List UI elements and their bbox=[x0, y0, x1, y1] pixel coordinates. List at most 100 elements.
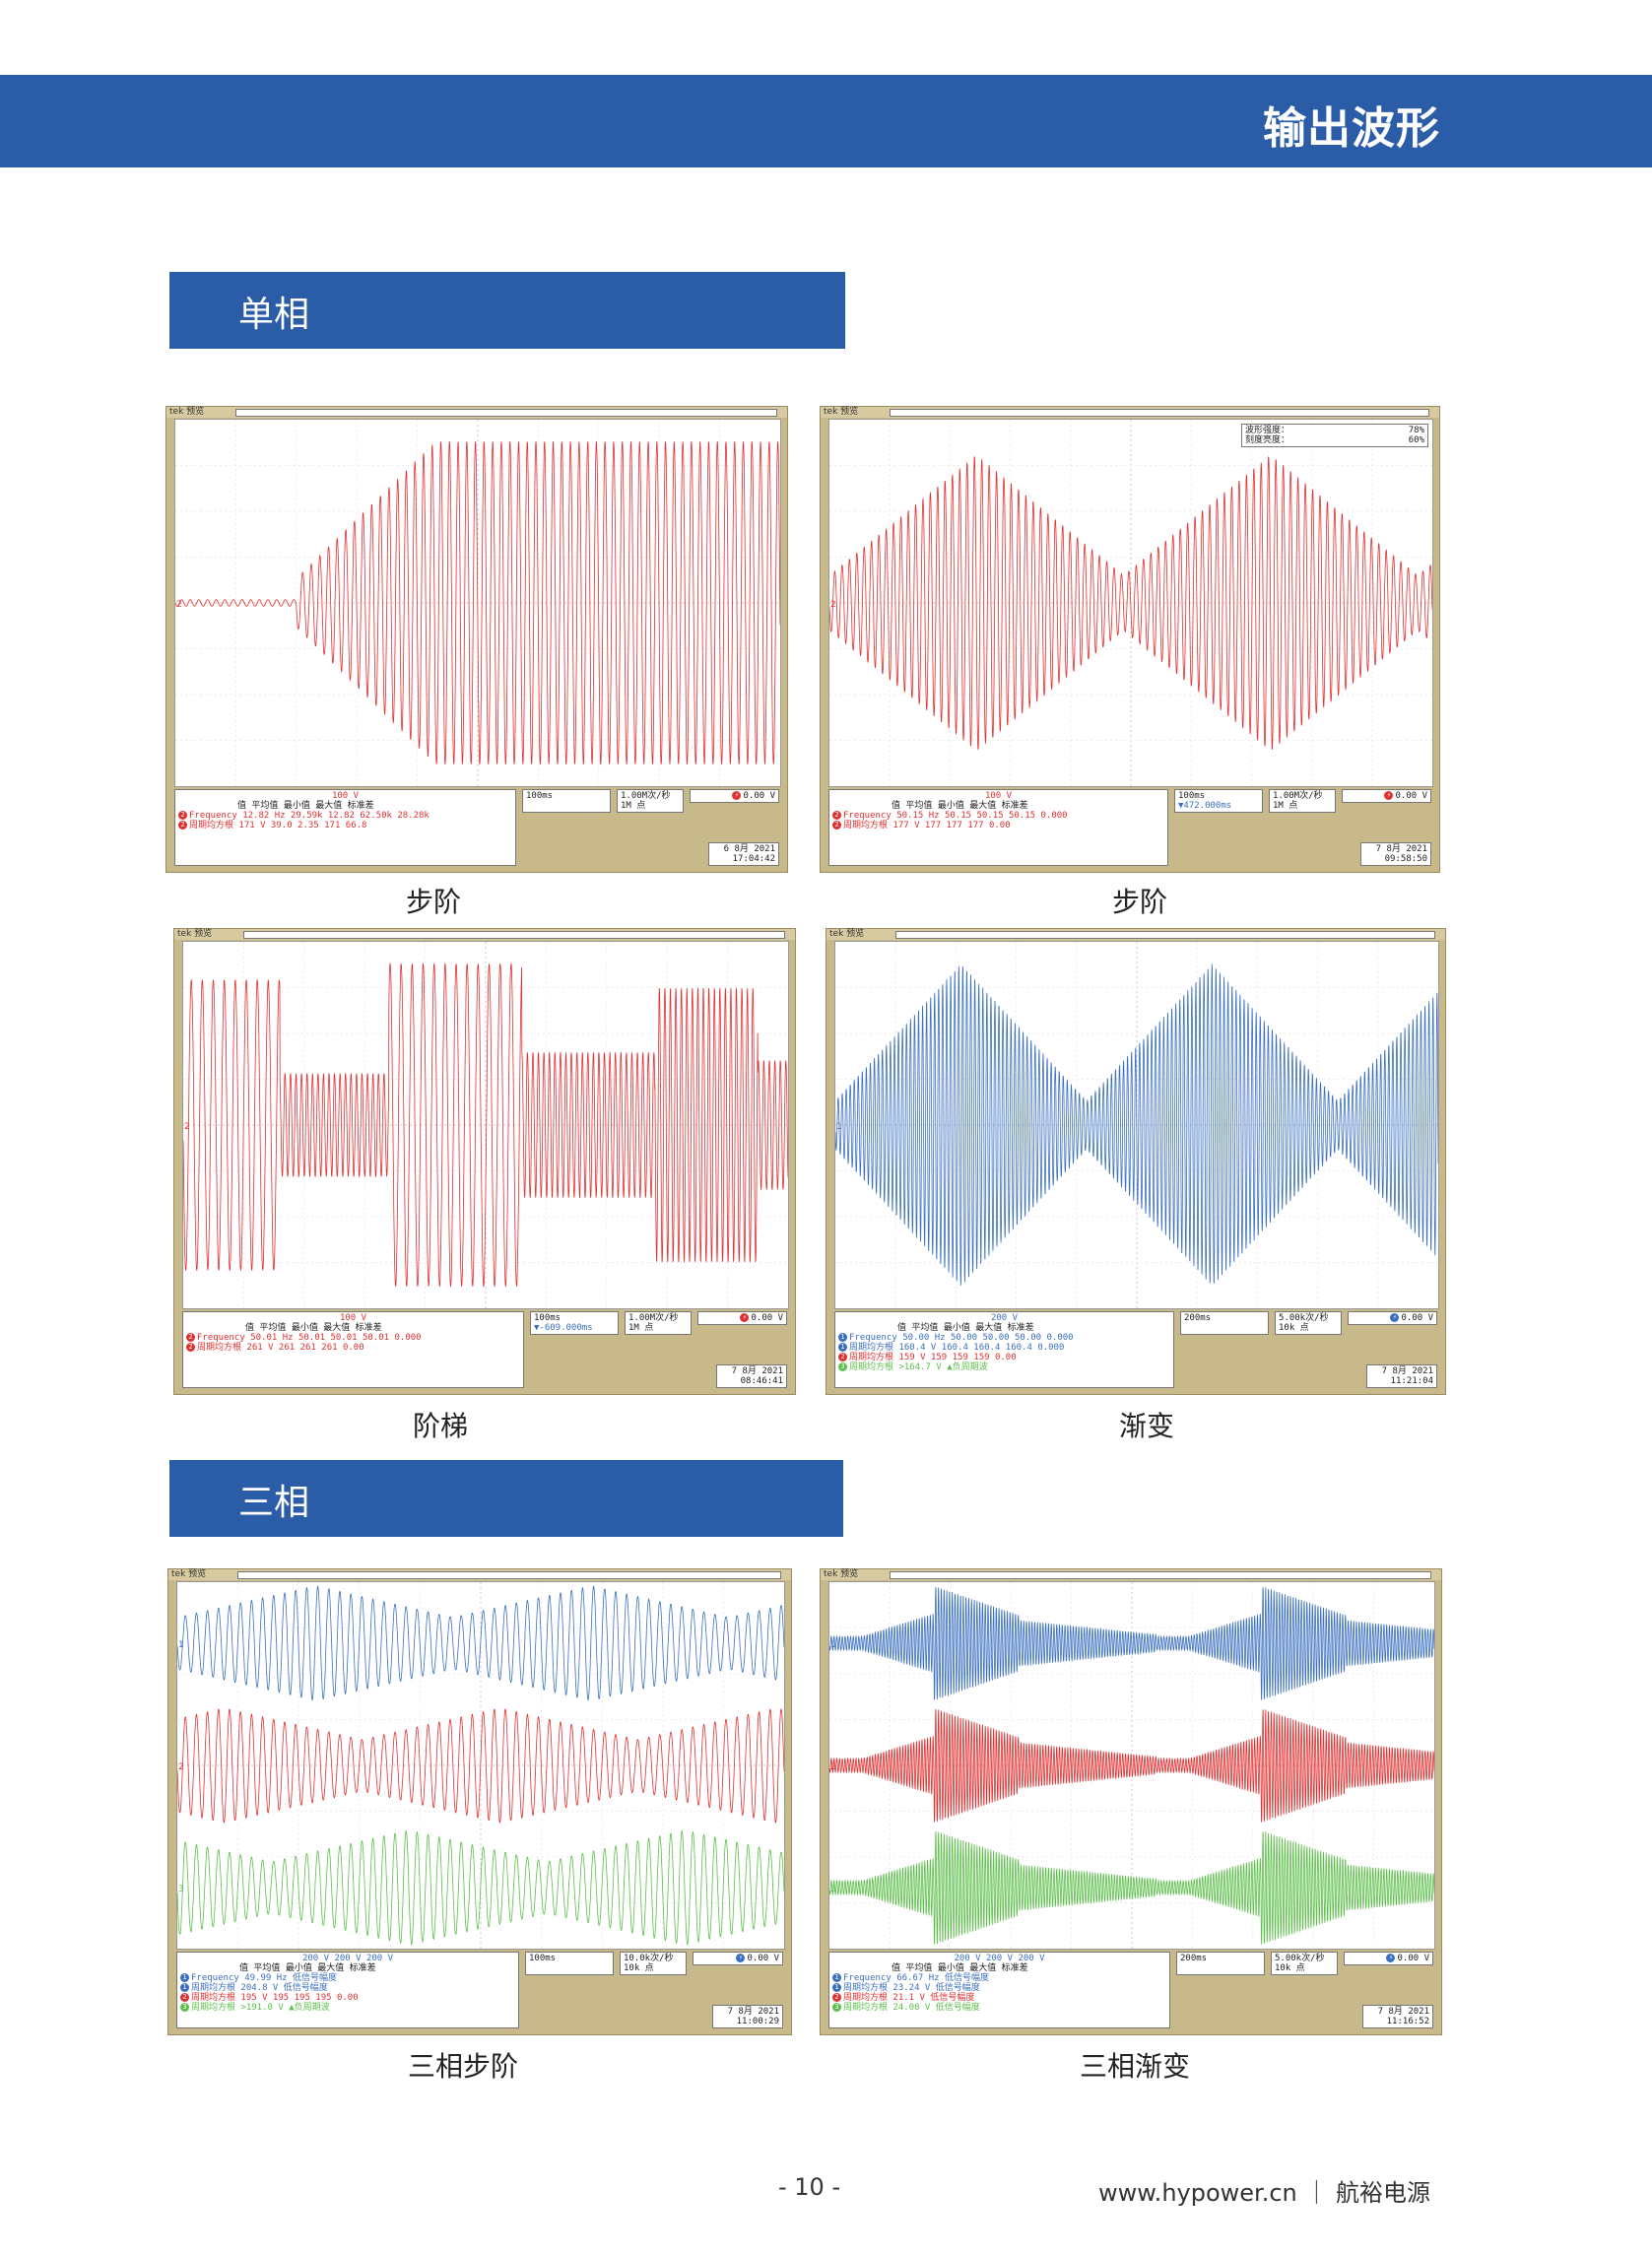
measurement-name: 周期均方根 bbox=[191, 1983, 241, 1993]
scope-top-strip: tek 预览 bbox=[174, 929, 795, 940]
timebase-panel[interactable]: 200ms bbox=[1180, 1311, 1269, 1335]
acquisition-panel[interactable]: 5.00k次/秒 10k 点 bbox=[1271, 1952, 1338, 1975]
waveform-canvas: 1 2 3 bbox=[177, 1582, 784, 1949]
measurement-header: 值 平均值 最小值 最大值 标准差 bbox=[245, 1323, 382, 1333]
channel-scale-label: 200 V 200 V 200 V bbox=[954, 1954, 1045, 1963]
channel-badge: 1 bbox=[180, 1983, 189, 1992]
channel-marker: 3 bbox=[178, 1885, 184, 1894]
section-three-label: 三相 bbox=[238, 1483, 310, 1523]
channel-marker: 2 bbox=[830, 600, 836, 610]
channel-badge: 2 bbox=[180, 1993, 189, 2002]
measurement-row: 3 周期均方根 24.08 V 低信号幅度 bbox=[832, 2003, 1166, 2013]
trigger-level: 0.00 V bbox=[743, 791, 775, 801]
record-length: 10k 点 bbox=[1275, 1963, 1305, 1973]
channel-badge: 2 bbox=[178, 821, 187, 830]
capture-time: 17:04:42 bbox=[732, 854, 775, 864]
acquisition-panel[interactable]: 1.00M次/秒 1M 点 bbox=[1269, 789, 1336, 813]
horizontal-offset: ▼472.000ms bbox=[1178, 801, 1232, 811]
trigger-level: 0.00 V bbox=[1401, 1313, 1433, 1323]
record-length: 1M 点 bbox=[621, 801, 646, 811]
scope-top-strip: tek 预览 bbox=[166, 407, 787, 418]
acquisition-panel[interactable]: 10.0k次/秒 10k 点 bbox=[620, 1952, 687, 1975]
measurement-row: 3 周期均方根 >164.7 V ▲负周期波 bbox=[838, 1362, 1170, 1372]
capture-date: 7 8月 2021 bbox=[727, 2007, 779, 2017]
overlay-key: 刻度亮度： bbox=[1245, 435, 1290, 445]
measurement-row: 2 Frequency 12.82 Hz 29.59k 12.82 62.50k … bbox=[178, 811, 512, 821]
channel-badge: 2 bbox=[178, 811, 187, 820]
measurement-values: 195 V 195 195 195 0.00 bbox=[240, 1993, 359, 2003]
scope-brand-label: tek 预览 bbox=[829, 929, 865, 939]
measurement-name: Frequency bbox=[189, 811, 243, 821]
measurement-values: >191.0 V ▲负周期波 bbox=[240, 2003, 330, 2013]
timebase-panel[interactable]: 100ms ▼472.000ms bbox=[1174, 789, 1263, 813]
horizontal-offset: ▼-609.000ms bbox=[534, 1323, 593, 1333]
measurement-name: 周期均方根 bbox=[849, 1353, 899, 1362]
trigger-panel[interactable]: ⚡ 0.00 V bbox=[697, 1311, 787, 1325]
measurement-values: 66.67 Hz 低信号幅度 bbox=[896, 1973, 989, 1983]
scope-brand-label: tek 预览 bbox=[824, 1569, 859, 1579]
trigger-panel[interactable]: ⚡ 0.00 V bbox=[690, 789, 779, 803]
scope-screen: 2 bbox=[174, 419, 781, 787]
capture-date: 6 8月 2021 bbox=[723, 844, 775, 854]
scope-screen: 1 2 3 bbox=[176, 1581, 785, 1950]
waveform-ch3 bbox=[177, 1829, 784, 1946]
trigger-icon: ⚡ bbox=[740, 1313, 750, 1322]
waveform-ch2 bbox=[175, 440, 780, 765]
record-length: 1M 点 bbox=[628, 1323, 654, 1333]
waveform-canvas: 1 bbox=[835, 942, 1438, 1308]
caption-single-step-2: 步阶 bbox=[1111, 886, 1167, 918]
capture-time: 09:58:50 bbox=[1384, 854, 1427, 864]
acquisition-panel[interactable]: 1.00M次/秒 1M 点 bbox=[625, 1311, 692, 1335]
channel-marker: 1 bbox=[178, 1640, 184, 1650]
footer-site: www.hypower.cn ｜ 航裕电源 bbox=[1098, 2179, 1430, 2207]
measurement-name: 周期均方根 bbox=[849, 1362, 899, 1372]
display-settings-overlay: 波形强度： 78% 刻度亮度： 60% bbox=[1241, 424, 1428, 447]
timebase-panel[interactable]: 200ms bbox=[1176, 1952, 1265, 1975]
record-length: 10k 点 bbox=[624, 1963, 654, 1973]
record-view-bar bbox=[237, 1571, 781, 1579]
record-length: 10k 点 bbox=[1279, 1323, 1309, 1333]
waveform-canvas: 1 2 3 bbox=[829, 1582, 1434, 1949]
channel-badge: 2 bbox=[832, 821, 841, 830]
capture-time: 08:46:41 bbox=[740, 1376, 783, 1386]
measurement-name: Frequency bbox=[191, 1973, 245, 1983]
waveform-ch2 bbox=[829, 456, 1432, 750]
channel-badge: 3 bbox=[832, 2003, 841, 2012]
capture-date: 7 8月 2021 bbox=[1375, 844, 1427, 854]
overlay-value: 60% bbox=[1408, 435, 1424, 445]
timebase-panel[interactable]: 100ms bbox=[525, 1952, 614, 1975]
capture-time: 11:16:52 bbox=[1386, 2017, 1429, 2026]
trigger-panel[interactable]: ⚡ 0.00 V bbox=[1344, 1952, 1433, 1965]
trigger-panel[interactable]: ⚡ 0.00 V bbox=[1348, 1311, 1437, 1325]
caption-three-ramp: 三相渐变 bbox=[1079, 2050, 1190, 2083]
trigger-panel[interactable]: ⚡ 0.00 V bbox=[1342, 789, 1431, 803]
trigger-panel[interactable]: ⚡ 0.00 V bbox=[693, 1952, 783, 1965]
capture-time: 11:21:04 bbox=[1390, 1376, 1433, 1386]
measurement-name: 周期均方根 bbox=[189, 821, 239, 830]
caption-three-step: 三相步阶 bbox=[407, 2050, 518, 2083]
datetime-panel: 7 8月 2021 11:21:04 bbox=[1366, 1364, 1437, 1388]
section-single-phase: 单相 bbox=[169, 272, 845, 349]
measurement-values: 50.15 Hz 50.15 50.15 50.15 0.000 bbox=[896, 811, 1068, 821]
measurement-row: 1 周期均方根 204.8 V 低信号幅度 bbox=[180, 1983, 515, 1993]
channel-badge: 1 bbox=[838, 1343, 847, 1352]
acquisition-panel[interactable]: 5.00k次/秒 10k 点 bbox=[1275, 1311, 1342, 1335]
measurement-row: 2 周期均方根 177 V 177 177 177 0.00 bbox=[832, 821, 1164, 830]
measurement-name: Frequency bbox=[849, 1333, 903, 1343]
timebase-panel[interactable]: 100ms ▼-609.000ms bbox=[530, 1311, 619, 1335]
record-view-bar bbox=[243, 931, 785, 939]
channel-badge: 2 bbox=[832, 811, 841, 820]
capture-time: 11:00:29 bbox=[736, 2017, 779, 2026]
acquisition-panel[interactable]: 1.00M次/秒 1M 点 bbox=[617, 789, 684, 813]
timebase-panel[interactable]: 100ms bbox=[522, 789, 611, 813]
measurement-header: 值 平均值 最小值 最大值 标准差 bbox=[892, 1963, 1028, 1973]
measurement-row: 2 Frequency 50.15 Hz 50.15 50.15 50.15 0.… bbox=[832, 811, 1164, 821]
channel-badge: 2 bbox=[186, 1333, 195, 1342]
caption-single-step-1: 步阶 bbox=[405, 886, 461, 918]
measurement-header: 值 平均值 最小值 最大值 标准差 bbox=[237, 801, 374, 811]
channel-badge: 1 bbox=[832, 1983, 841, 1992]
